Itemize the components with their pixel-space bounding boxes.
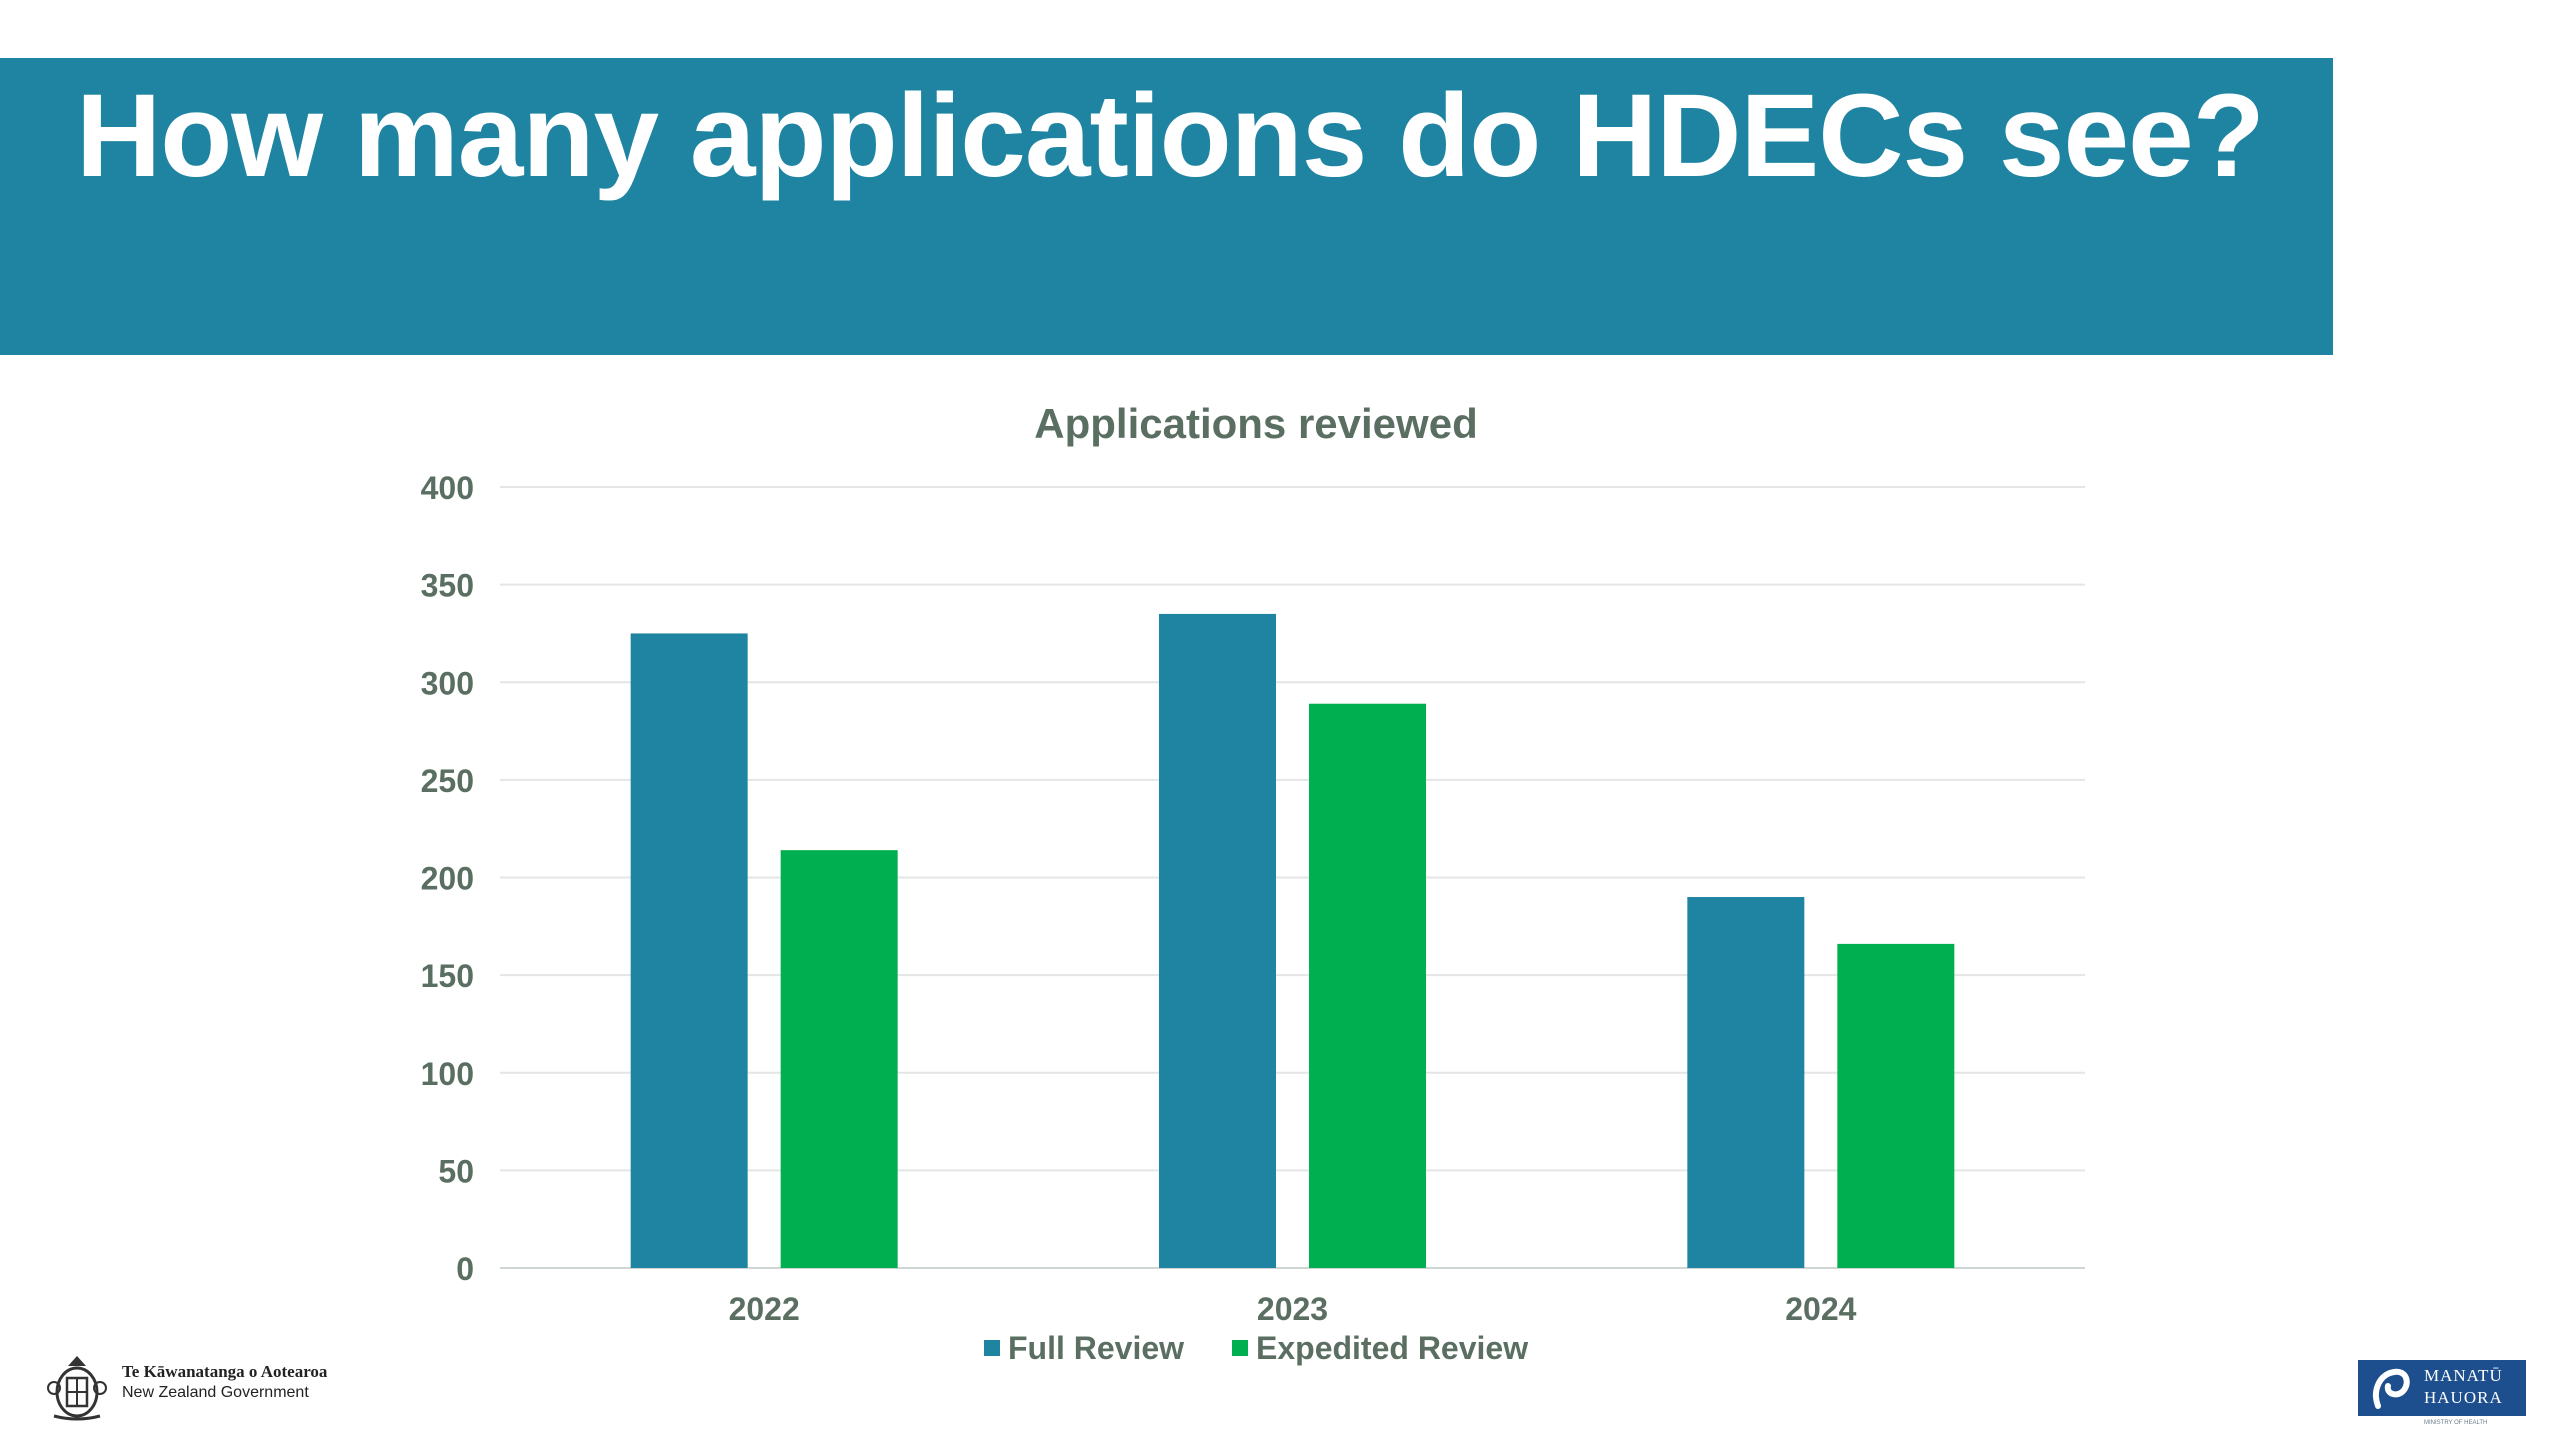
legend-swatch bbox=[1232, 1340, 1248, 1356]
bar-expedited-review-2024 bbox=[1837, 943, 1955, 1268]
legend-label: Expedited Review bbox=[1256, 1330, 1528, 1366]
bar-expedited-review-2022 bbox=[780, 850, 898, 1268]
legend-label: Full Review bbox=[1008, 1330, 1184, 1366]
slide-title: How many applications do HDECs see? bbox=[76, 70, 2265, 202]
gov-logo-line2: New Zealand Government bbox=[122, 1384, 309, 1401]
y-tick-label: 100 bbox=[421, 1056, 474, 1092]
legend: Full Review Expedited Review bbox=[984, 1330, 1528, 1366]
bar-full-review-2024 bbox=[1687, 897, 1805, 1268]
nz-government-logo: Te Kāwanatanga o Aotearoa New Zealand Go… bbox=[40, 1348, 370, 1428]
legend-swatch bbox=[984, 1340, 1000, 1356]
x-axis-ticks: 2022 2023 2024 bbox=[729, 1291, 1857, 1327]
y-tick-label: 0 bbox=[456, 1251, 474, 1287]
title-banner bbox=[0, 58, 2333, 355]
bar-full-review-2023 bbox=[1159, 613, 1276, 1268]
bar-expedited-review-2023 bbox=[1309, 703, 1426, 1268]
y-tick-label: 300 bbox=[421, 665, 474, 701]
coat-of-arms-icon bbox=[47, 1356, 107, 1421]
y-tick-label: 150 bbox=[421, 958, 474, 994]
ministry-logo-box: MANATŪ HAUORA bbox=[2358, 1360, 2526, 1416]
koru-icon bbox=[2373, 1368, 2410, 1409]
x-tick-label: 2023 bbox=[1257, 1291, 1328, 1327]
ministry-logo-line1: MANATŪ bbox=[2424, 1366, 2503, 1385]
ministry-logo-subtitle: MINISTRY OF HEALTH bbox=[2424, 1420, 2488, 1426]
ministry-logo-line2: HAUORA bbox=[2424, 1388, 2503, 1407]
x-tick-label: 2022 bbox=[729, 1291, 800, 1327]
y-tick-label: 200 bbox=[421, 861, 474, 897]
y-tick-label: 400 bbox=[421, 470, 474, 506]
bars bbox=[630, 613, 1955, 1268]
ministry-of-health-logo: MANATŪ HAUORA MINISTRY OF HEALTH bbox=[2358, 1360, 2528, 1430]
bar-full-review-2022 bbox=[630, 633, 748, 1268]
chart-title: Applications reviewed bbox=[1034, 400, 1477, 447]
y-axis-ticks: 0 50 100 150 200 250 300 350 400 bbox=[421, 470, 474, 1287]
x-tick-label: 2024 bbox=[1785, 1291, 1856, 1327]
gov-logo-line1: Te Kāwanatanga o Aotearoa bbox=[122, 1362, 328, 1381]
y-tick-label: 250 bbox=[421, 763, 474, 799]
y-tick-label: 350 bbox=[421, 568, 474, 604]
y-tick-label: 50 bbox=[438, 1153, 474, 1189]
gridlines bbox=[500, 486, 2085, 1269]
